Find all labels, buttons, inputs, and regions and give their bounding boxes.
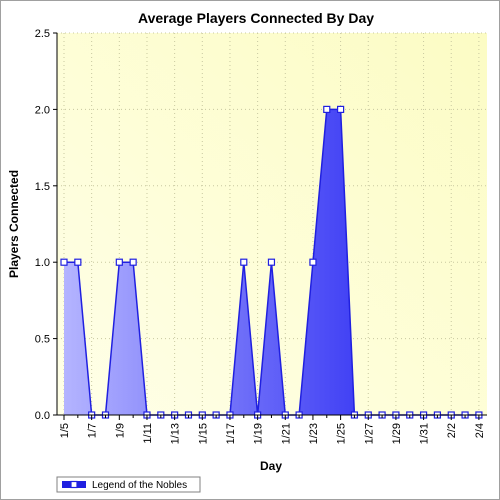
- legend-box: [56, 476, 201, 493]
- data-point: [323, 105, 331, 114]
- legend-marker: [70, 480, 78, 489]
- x-tick-label: 2/4: [474, 423, 486, 438]
- y-tick-label: 1.5: [35, 181, 50, 193]
- data-point: [267, 258, 276, 266]
- x-tick-label: 1/27: [363, 423, 375, 444]
- x-tick-label: 1/13: [170, 423, 182, 444]
- y-tick-labels: 0.0 0.5 1.0 1.5 2.0 2.5: [35, 28, 50, 422]
- x-tick-label: 1/9: [114, 423, 126, 438]
- y-tick-label: 1.0: [35, 257, 50, 269]
- data-point: [129, 258, 137, 266]
- x-tick-label: 1/23: [308, 423, 320, 444]
- x-tick-label: 1/15: [197, 423, 209, 444]
- x-tick-label: 2/2: [446, 423, 458, 438]
- data-point: [240, 258, 248, 266]
- data-point: [337, 105, 345, 114]
- x-tick-label: 1/29: [391, 423, 403, 444]
- data-point: [115, 258, 123, 266]
- x-tick-label: 1/21: [280, 423, 292, 444]
- x-axis-label: Day: [260, 459, 282, 473]
- data-point: [60, 258, 68, 266]
- x-tick-label: 1/19: [253, 423, 265, 444]
- y-tick-label: 2.0: [35, 104, 50, 116]
- y-tick-label: 2.5: [35, 28, 50, 40]
- chart-title: Average Players Connected By Day: [138, 10, 374, 26]
- x-tick-label: 1/5: [59, 423, 71, 438]
- x-tick-label: 1/25: [336, 423, 348, 444]
- legend: Legend of the Nobles: [56, 476, 201, 493]
- axes: [53, 32, 487, 420]
- legend-label: Legend of the Nobles: [92, 480, 187, 491]
- x-tick-labels: 1/5 1/7 1/9 1/11 1/13 1/15 1/17 1/19 1/21 1/23 1/2…: [59, 423, 486, 444]
- y-axis-label: Players Connected: [7, 170, 21, 278]
- y-tick-label: 0.0: [35, 410, 50, 422]
- y-tick-label: 0.5: [35, 334, 50, 346]
- data-point: [74, 258, 82, 266]
- data-point: [309, 258, 317, 266]
- x-tick-label: 1/17: [225, 423, 237, 444]
- x-tick-label: 1/11: [142, 423, 154, 444]
- x-tick-label: 1/31: [419, 423, 431, 444]
- x-tick-label: 1/7: [87, 423, 99, 438]
